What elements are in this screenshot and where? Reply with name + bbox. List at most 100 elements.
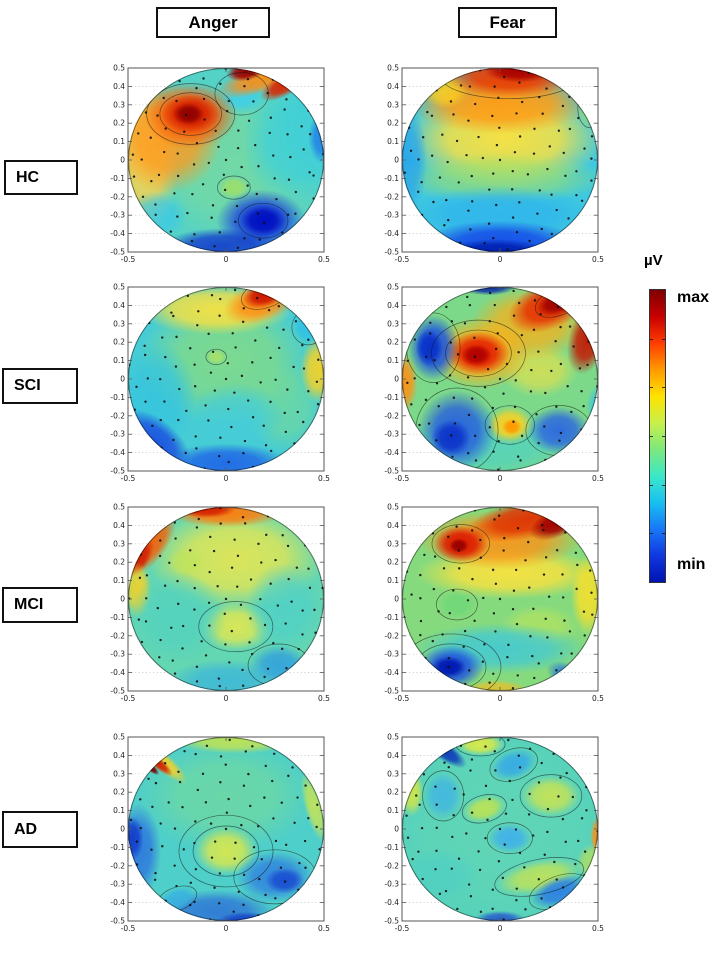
svg-text:0.1: 0.1 xyxy=(113,137,125,146)
svg-text:-0.5: -0.5 xyxy=(110,248,125,257)
column-header-anger: Anger xyxy=(156,7,270,38)
topomap-svg-ad-anger: 0.5 0.4 0.3 0.2 0.1 0 -0.1 -0.2 -0.3 -0.4 -0.5-0.5… xyxy=(110,733,330,934)
svg-text:-0.1: -0.1 xyxy=(384,393,399,402)
colorbar-tick xyxy=(650,533,653,535)
svg-text:0.5: 0.5 xyxy=(592,694,604,703)
svg-text:0: 0 xyxy=(498,474,503,483)
svg-text:-0.3: -0.3 xyxy=(384,430,399,439)
svg-text:0.2: 0.2 xyxy=(387,558,399,567)
svg-text:-0.1: -0.1 xyxy=(110,613,125,622)
row-label-mci-text: MCI xyxy=(14,596,44,613)
svg-text:-0.2: -0.2 xyxy=(110,192,125,201)
svg-text:-0.1: -0.1 xyxy=(384,174,399,183)
colorbar xyxy=(649,289,666,583)
svg-text:0: 0 xyxy=(394,825,399,834)
svg-text:0.2: 0.2 xyxy=(387,788,399,797)
svg-text:0.3: 0.3 xyxy=(113,539,125,548)
svg-text:0: 0 xyxy=(120,375,125,384)
svg-text:0.5: 0.5 xyxy=(318,255,330,264)
svg-text:0.5: 0.5 xyxy=(387,733,399,742)
colorbar-unit-label: µV xyxy=(644,252,663,269)
row-label-sci: SCI xyxy=(2,368,78,404)
svg-text:-0.1: -0.1 xyxy=(384,613,399,622)
svg-text:-0.5: -0.5 xyxy=(384,687,399,696)
column-header-fear: Fear xyxy=(458,7,557,38)
svg-text:0.5: 0.5 xyxy=(113,503,125,512)
svg-text:0.5: 0.5 xyxy=(592,924,604,933)
colorbar-tick xyxy=(662,436,665,437)
svg-text:-0.5: -0.5 xyxy=(121,255,136,264)
svg-text:-0.3: -0.3 xyxy=(110,880,125,889)
svg-text:0.2: 0.2 xyxy=(113,119,125,128)
svg-text:0.2: 0.2 xyxy=(387,119,399,128)
svg-text:0.2: 0.2 xyxy=(113,788,125,797)
svg-text:0.1: 0.1 xyxy=(387,806,399,815)
svg-text:0: 0 xyxy=(120,825,125,834)
svg-text:0: 0 xyxy=(224,474,229,483)
svg-text:0: 0 xyxy=(498,255,503,264)
svg-text:-0.5: -0.5 xyxy=(395,474,410,483)
topomap-panel-hc-anger: 0.5 0.4 0.3 0.2 0.1 0 -0.1 -0.2 -0.3 -0.4 -0.5 -0.5… xyxy=(96,60,346,274)
svg-text:-0.5: -0.5 xyxy=(395,694,410,703)
colorbar-tick xyxy=(650,338,653,340)
svg-text:0.2: 0.2 xyxy=(387,338,399,347)
svg-text:0.1: 0.1 xyxy=(113,576,125,585)
colorbar-max-label: max xyxy=(677,289,710,306)
topomap-svg-sci-anger: 0.5 0.4 0.3 0.2 0.1 0 -0.1 -0.2 -0.3 -0.4 -0.5-0.5… xyxy=(110,283,330,484)
row-label-ad-text: AD xyxy=(14,820,38,838)
colorbar-tick xyxy=(662,484,665,486)
svg-text:0.4: 0.4 xyxy=(113,301,125,310)
svg-text:0: 0 xyxy=(394,156,399,165)
topomap-svg-ad-fear: 0.5 0.4 0.3 0.2 0.1 0 -0.1 -0.2 -0.3 -0.4 -0.5-0.5… xyxy=(384,733,604,934)
topomap-svg-hc-anger: 0.5 0.4 0.3 0.2 0.1 0 -0.1 -0.2 -0.3 -0.4 -0.5-0.5… xyxy=(110,64,330,265)
svg-text:-0.4: -0.4 xyxy=(110,668,125,677)
svg-text:0.3: 0.3 xyxy=(387,769,399,778)
row-label-hc-text: HC xyxy=(16,168,40,186)
svg-text:0.5: 0.5 xyxy=(113,283,125,292)
topomap-panel-sci-fear: 0.5 0.4 0.3 0.2 0.1 0 -0.1 -0.2 -0.3 -0.4 -0.5 -0.5… xyxy=(370,279,620,493)
svg-text:-0.2: -0.2 xyxy=(384,411,399,420)
svg-text:0.3: 0.3 xyxy=(113,769,125,778)
svg-text:0.3: 0.3 xyxy=(387,100,399,109)
svg-text:-0.4: -0.4 xyxy=(384,229,399,238)
column-header-fear-label: Fear xyxy=(489,12,526,32)
svg-text:0.4: 0.4 xyxy=(113,521,125,530)
svg-text:0.3: 0.3 xyxy=(387,539,399,548)
svg-text:0.4: 0.4 xyxy=(113,82,125,91)
row-label-hc: HC xyxy=(4,160,78,195)
svg-text:-0.3: -0.3 xyxy=(110,430,125,439)
topomap-svg-mci-fear: 0.5 0.4 0.3 0.2 0.1 0 -0.1 -0.2 -0.3 -0.4 -0.5-0.5… xyxy=(384,503,604,704)
svg-text:-0.4: -0.4 xyxy=(384,898,399,907)
svg-text:0.4: 0.4 xyxy=(387,301,399,310)
svg-text:0.1: 0.1 xyxy=(387,356,399,365)
topomap-svg-sci-fear: 0.5 0.4 0.3 0.2 0.1 0 -0.1 -0.2 -0.3 -0.4 -0.5-0.5… xyxy=(384,283,604,484)
svg-text:-0.5: -0.5 xyxy=(384,248,399,257)
svg-text:-0.5: -0.5 xyxy=(384,917,399,926)
svg-text:-0.5: -0.5 xyxy=(384,467,399,476)
svg-text:0.4: 0.4 xyxy=(113,751,125,760)
svg-text:0.3: 0.3 xyxy=(113,100,125,109)
svg-text:-0.5: -0.5 xyxy=(121,924,136,933)
topomap-panel-mci-anger: 0.5 0.4 0.3 0.2 0.1 0 -0.1 -0.2 -0.3 -0.4 -0.5 -0.5… xyxy=(96,499,346,713)
svg-text:0: 0 xyxy=(120,595,125,604)
svg-text:0.1: 0.1 xyxy=(387,137,399,146)
svg-text:0.3: 0.3 xyxy=(113,319,125,328)
column-header-anger-label: Anger xyxy=(188,12,238,32)
colorbar-tick xyxy=(662,533,665,535)
colorbar-tick xyxy=(662,387,665,389)
svg-text:-0.2: -0.2 xyxy=(110,411,125,420)
svg-text:-0.3: -0.3 xyxy=(384,880,399,889)
svg-text:0.5: 0.5 xyxy=(318,474,330,483)
row-label-mci: MCI xyxy=(2,587,78,623)
svg-text:0.4: 0.4 xyxy=(387,521,399,530)
svg-text:-0.4: -0.4 xyxy=(110,229,125,238)
colorbar-tick xyxy=(650,436,653,437)
row-label-ad: AD xyxy=(2,811,78,848)
colorbar-tick xyxy=(650,484,653,486)
svg-text:-0.1: -0.1 xyxy=(384,843,399,852)
topomap-panel-sci-anger: 0.5 0.4 0.3 0.2 0.1 0 -0.1 -0.2 -0.3 -0.4 -0.5 -0.5… xyxy=(96,279,346,493)
svg-text:0.4: 0.4 xyxy=(387,82,399,91)
svg-text:-0.2: -0.2 xyxy=(384,192,399,201)
svg-text:0.5: 0.5 xyxy=(387,283,399,292)
